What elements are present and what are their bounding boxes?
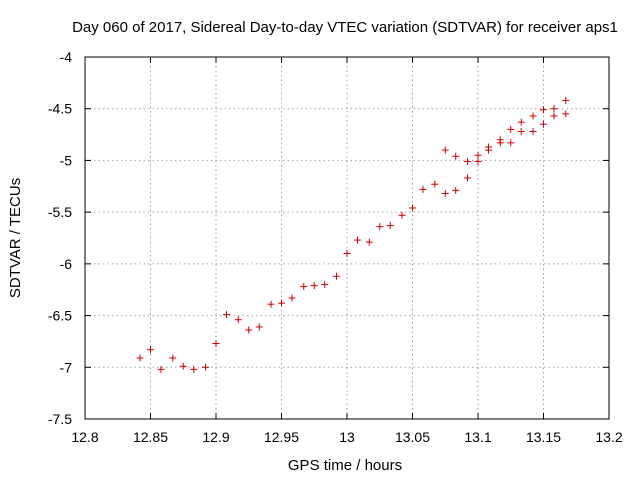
x-tick-label: 13.15 — [526, 429, 561, 445]
data-point — [288, 294, 296, 302]
data-point — [321, 281, 329, 289]
x-tick-label: 13.2 — [595, 429, 622, 445]
y-axis-tick-labels: -7.5 -7 -6.5 -6 -5.5 -5 -4.5 -4 — [48, 49, 72, 427]
y-axis-label: SDTVAR / TECUs — [7, 178, 24, 298]
data-point — [179, 362, 187, 370]
data-point — [222, 311, 230, 319]
data-point — [452, 152, 460, 160]
data-points — [136, 96, 570, 373]
data-point — [550, 112, 558, 120]
x-tick-label: 12.85 — [133, 429, 168, 445]
data-point — [343, 250, 351, 258]
data-point — [300, 283, 308, 291]
y-tick-label: -4 — [60, 49, 73, 65]
data-point — [267, 300, 275, 308]
x-axis-label: GPS time / hours — [288, 457, 402, 474]
data-point — [452, 186, 460, 194]
data-point — [441, 146, 449, 154]
data-point — [562, 96, 570, 104]
data-point — [517, 118, 525, 126]
data-point — [529, 112, 537, 120]
data-point — [202, 363, 210, 371]
x-tick-label: 13.1 — [464, 429, 491, 445]
data-point — [190, 365, 198, 373]
data-point — [517, 127, 525, 135]
data-point — [419, 185, 427, 193]
data-point — [212, 339, 220, 347]
data-point — [562, 110, 570, 118]
axis-ticks — [84, 56, 610, 420]
data-point — [550, 105, 558, 113]
y-tick-label: -7 — [60, 359, 73, 375]
data-point — [540, 106, 547, 114]
data-point — [398, 211, 406, 219]
data-point — [507, 139, 515, 147]
data-point — [474, 157, 482, 165]
data-point — [136, 354, 144, 362]
x-tick-label: 13 — [339, 429, 355, 445]
data-point — [484, 146, 492, 154]
data-point — [529, 127, 537, 135]
data-point — [255, 323, 263, 331]
y-tick-label: -5 — [60, 152, 73, 168]
chart-title: Day 060 of 2017, Sidereal Day-to-day VTE… — [72, 19, 618, 36]
data-point — [431, 180, 439, 188]
x-tick-label: 12.8 — [71, 429, 98, 445]
data-point — [507, 125, 515, 133]
y-tick-label: -6.5 — [48, 308, 72, 324]
data-point — [333, 272, 341, 280]
data-point — [353, 236, 361, 244]
data-point — [540, 120, 547, 128]
data-point — [496, 139, 504, 147]
y-tick-label: -6 — [60, 256, 73, 272]
data-point — [441, 190, 449, 198]
data-point — [409, 204, 416, 212]
data-point — [147, 346, 154, 354]
data-point — [234, 316, 242, 324]
grid-lines — [85, 57, 609, 419]
data-point — [365, 238, 373, 246]
data-point — [474, 151, 482, 159]
y-tick-label: -4.5 — [48, 101, 72, 117]
data-point — [386, 222, 394, 230]
y-tick-label: -7.5 — [48, 411, 72, 427]
data-point — [157, 365, 165, 373]
data-point — [464, 157, 472, 165]
data-point — [169, 354, 177, 362]
data-point — [464, 174, 472, 182]
x-tick-label: 12.9 — [202, 429, 229, 445]
data-point — [245, 326, 253, 334]
data-point — [376, 223, 384, 231]
data-point — [310, 282, 318, 290]
data-point — [278, 299, 285, 307]
x-axis-tick-labels: 12.8 12.85 12.9 12.95 13 13.05 13.1 13.15 13.2 — [71, 429, 622, 445]
x-tick-label: 12.95 — [264, 429, 299, 445]
y-tick-label: -5.5 — [48, 204, 72, 220]
x-tick-label: 13.05 — [395, 429, 430, 445]
